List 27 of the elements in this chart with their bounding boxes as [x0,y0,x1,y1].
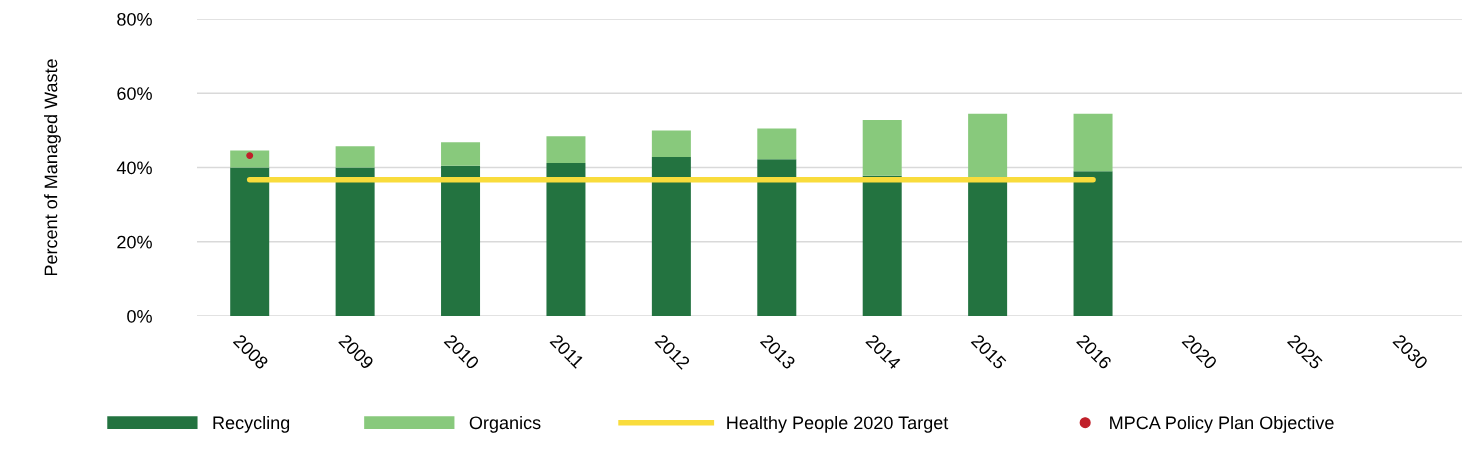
y-axis-title: Percent of Managed Waste [44,59,61,276]
bar [546,163,586,316]
bar [757,128,797,160]
bar [968,113,1008,180]
bar [335,146,375,168]
bar [1073,171,1113,316]
bar [441,142,481,166]
bar [546,136,586,164]
legend-label: MPCA Policy Plan Objective [1110,415,1334,433]
y-tick-label: 60% [117,87,152,100]
bar [230,167,270,316]
bar [230,150,270,168]
bar [441,165,481,316]
bar [651,130,691,158]
bar [651,157,691,316]
y-tick-label: 80% [117,12,152,26]
legend-label: Healthy People 2020 Target [727,415,949,433]
bar [862,119,902,176]
legend-label: Recycling [213,415,290,433]
bar [757,159,797,316]
bar [1073,113,1113,172]
legend-label: Organics [469,415,541,433]
bar [335,167,375,316]
bar [862,175,902,316]
y-tick-label: 20% [117,235,152,249]
y-tick-label: 0% [127,309,152,323]
y-tick-label: 40% [116,161,152,175]
